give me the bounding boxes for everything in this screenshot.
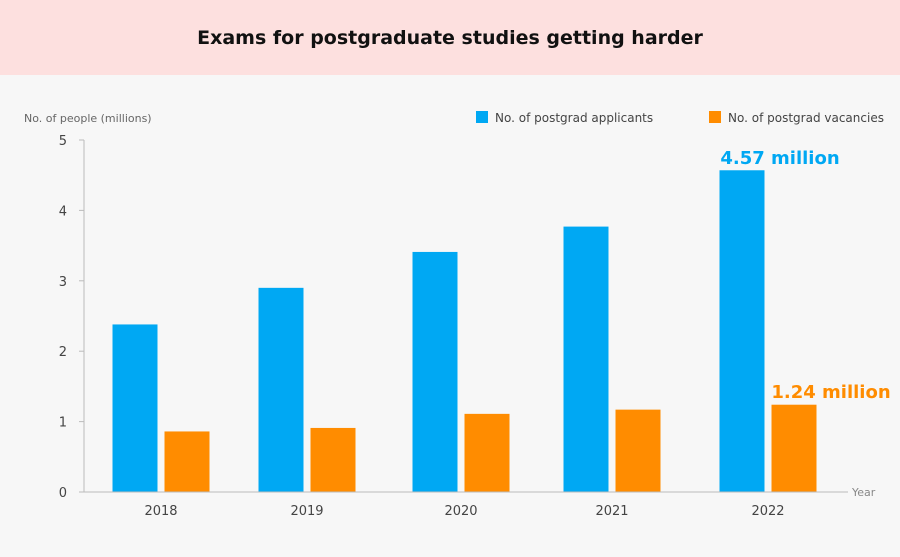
x-axis-label: Year (851, 486, 876, 499)
bar-applicants-2021 (563, 226, 609, 493)
legend-label-vacancies: No. of postgrad vacancies (728, 111, 884, 125)
bar-vacancies-2021 (615, 409, 661, 492)
y-tick-label: 1 (59, 416, 67, 431)
y-tick-label: 0 (59, 486, 67, 501)
bar-applicants-2022 (719, 170, 765, 492)
y-axis-label: No. of people (millions) (24, 112, 152, 125)
y-tick-label: 2 (59, 345, 67, 360)
x-tick-label: 2021 (595, 504, 628, 519)
chart-area: No. of people (millions) No. of postgrad… (0, 75, 900, 553)
x-axis: 2018 2019 2020 2021 2022 (84, 491, 848, 519)
bar-applicants-2020 (412, 251, 458, 492)
bar-vacancies-2018 (164, 431, 210, 492)
bar-chart: No. of people (millions) No. of postgrad… (24, 111, 891, 519)
annotation-applicants-2022: 4.57 million (720, 148, 839, 169)
legend-swatch-applicants (476, 111, 488, 123)
chart-title: Exams for postgraduate studies getting h… (197, 26, 703, 49)
bar-applicants-2019 (258, 287, 304, 492)
legend: No. of postgrad applicants No. of postgr… (476, 111, 884, 125)
y-tick-label: 4 (59, 204, 67, 219)
x-tick-label: 2019 (290, 504, 323, 519)
y-axis: 0 1 2 3 4 5 (59, 134, 85, 501)
x-tick-label: 2018 (144, 504, 177, 519)
bar-vacancies-2020 (464, 413, 510, 492)
title-banner: Exams for postgraduate studies getting h… (0, 0, 900, 75)
y-tick-label: 3 (59, 275, 67, 290)
bar-vacancies-2022 (771, 404, 817, 492)
bar-applicants-2018 (112, 324, 158, 492)
legend-swatch-vacancies (709, 111, 721, 123)
bars (112, 170, 817, 493)
annotation-vacancies-2022: 1.24 million (771, 382, 890, 403)
bar-vacancies-2019 (310, 427, 356, 492)
x-tick-label: 2020 (444, 504, 477, 519)
x-tick-label: 2022 (751, 504, 784, 519)
legend-label-applicants: No. of postgrad applicants (495, 111, 653, 125)
y-tick-label: 5 (59, 134, 67, 149)
